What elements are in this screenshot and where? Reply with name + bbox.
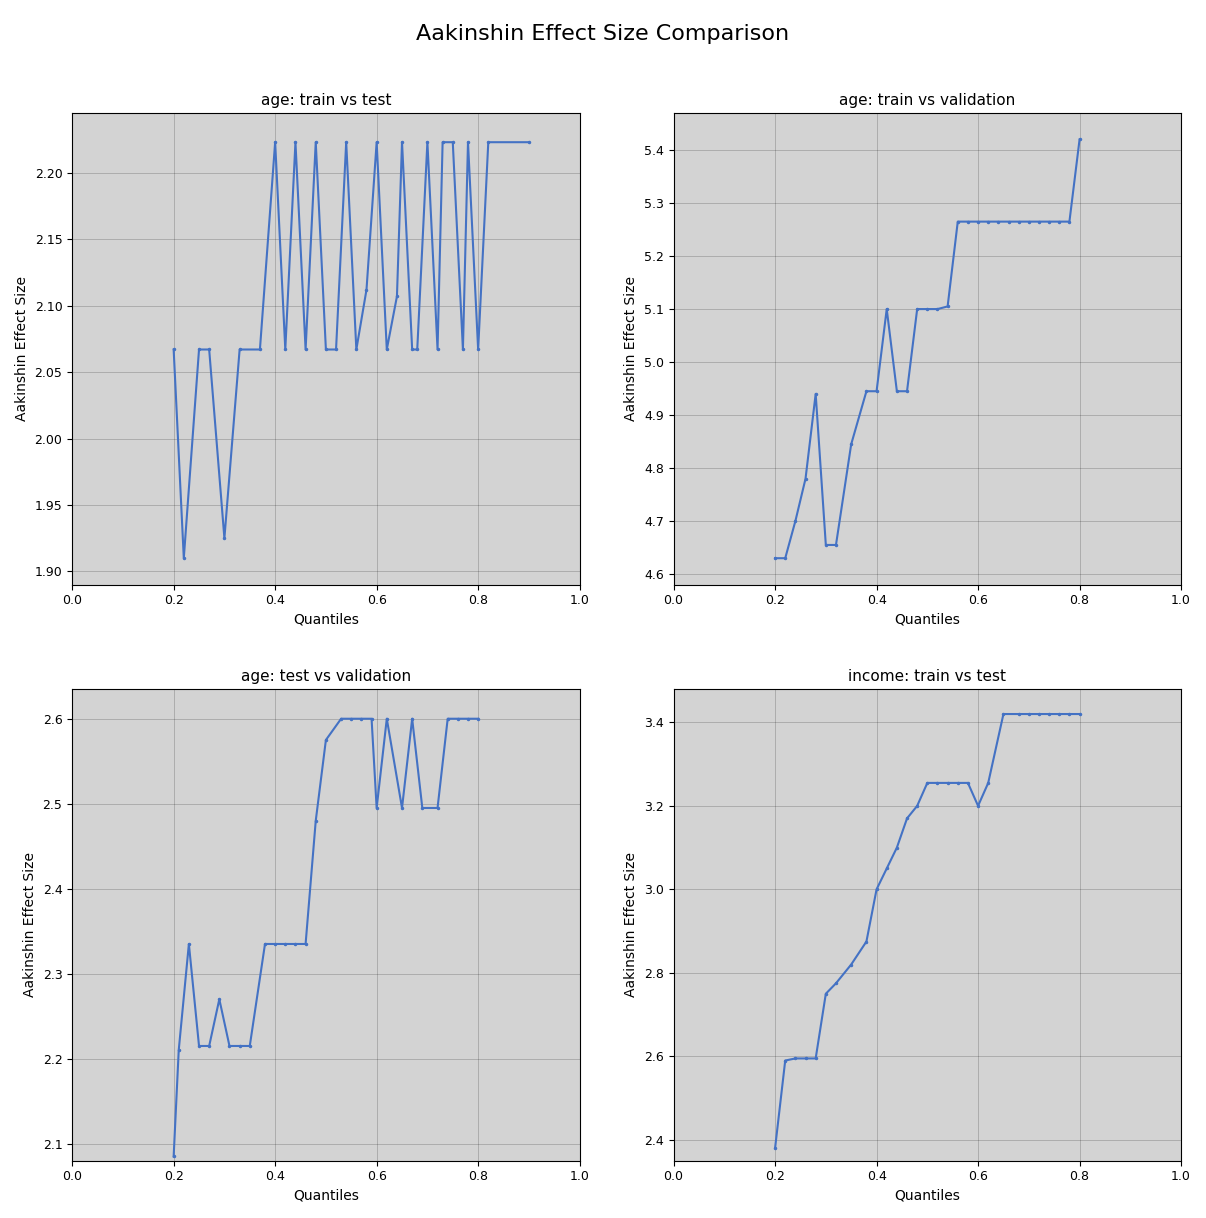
Title: age: test vs validation: age: test vs validation xyxy=(241,669,411,683)
Y-axis label: Aakinshin Effect Size: Aakinshin Effect Size xyxy=(625,276,638,421)
X-axis label: Quantiles: Quantiles xyxy=(293,613,359,627)
X-axis label: Quantiles: Quantiles xyxy=(895,613,960,627)
Text: Aakinshin Effect Size Comparison: Aakinshin Effect Size Comparison xyxy=(416,24,790,44)
Y-axis label: Aakinshin Effect Size: Aakinshin Effect Size xyxy=(23,853,37,998)
Title: income: train vs test: income: train vs test xyxy=(848,669,1006,683)
Title: age: train vs validation: age: train vs validation xyxy=(839,93,1015,107)
Y-axis label: Aakinshin Effect Size: Aakinshin Effect Size xyxy=(625,853,638,998)
X-axis label: Quantiles: Quantiles xyxy=(895,1189,960,1203)
X-axis label: Quantiles: Quantiles xyxy=(293,1189,359,1203)
Y-axis label: Aakinshin Effect Size: Aakinshin Effect Size xyxy=(14,276,29,421)
Title: age: train vs test: age: train vs test xyxy=(260,93,391,107)
